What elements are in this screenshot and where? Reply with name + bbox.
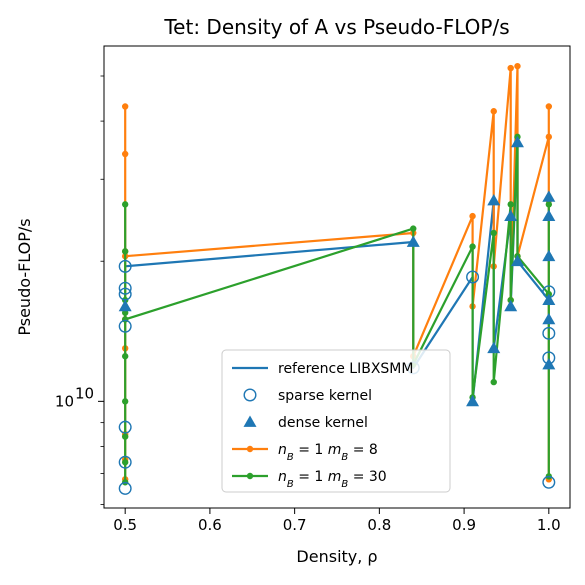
series-point-n-b-1-m-b-30 (121, 201, 129, 208)
ticks-layer: 0.5 0.6 0.7 0.8 0.9 1.0 10 10 (55, 75, 561, 534)
dense-kernel-point (487, 341, 501, 354)
legend-handle-circle (243, 388, 257, 402)
series-point-n-b-1-m-b-30 (507, 201, 514, 208)
x-tick-label: 0.8 (367, 516, 391, 534)
series-point-n-b-1-m-b-30 (121, 459, 129, 466)
chart-title: Tet: Density of A vs Pseudo-FLOP/s (163, 15, 509, 39)
x-axis-label: Density, ρ (296, 547, 377, 566)
series-point-n-b-1-m-b-8 (121, 150, 129, 158)
series-point-n-b-1-m-b-30 (121, 353, 129, 360)
x-tick-label: 0.5 (113, 516, 137, 534)
x-tick-label: 0.6 (198, 516, 222, 534)
sparse-kernel-point (118, 455, 132, 469)
legend-handle-dot (246, 472, 254, 480)
series-point-n-b-1-m-b-30 (545, 201, 553, 208)
dense-kernel-point (542, 249, 556, 262)
plot-frame (103, 45, 571, 509)
y-tick-label-exponent: 10 (75, 384, 94, 402)
series-point-n-b-1-m-b-30 (490, 229, 497, 237)
dense-kernel-point (504, 299, 518, 312)
legend-handle-triangle (243, 415, 257, 427)
y-axis-label: Pseudo-FLOP/s (15, 218, 34, 335)
legend-label: sparse kernel (278, 388, 372, 404)
series-point-n-b-1-m-b-8 (545, 133, 553, 141)
x-tick-label: 0.7 (283, 516, 307, 534)
series-point-n-b-1-m-b-30 (469, 243, 476, 250)
legend-entry: dense kernel (243, 415, 368, 431)
dense-kernel-point (510, 135, 524, 148)
legend-label: reference LIBXSMM (278, 361, 413, 377)
x-tick-label: 1.0 (537, 516, 561, 534)
dense-kernel-point (466, 394, 480, 407)
legend-label: nB = 1 mB = 30 (278, 469, 387, 490)
legend-box (221, 349, 451, 493)
sparse-kernel-point (542, 326, 556, 340)
dense-kernel-point (406, 235, 420, 247)
legend-entry: nB = 1 mB = 8 (232, 442, 378, 463)
dense-kernel-point (542, 293, 556, 305)
legend-entry: nB = 1 mB = 30 (232, 469, 387, 490)
dense-kernel-point (542, 209, 556, 221)
series-point-n-b-1-m-b-30 (121, 398, 129, 405)
sparse-kernel-point (542, 475, 556, 489)
series-point-n-b-1-m-b-8 (507, 64, 514, 72)
sparse-kernel-point (118, 481, 132, 495)
dense-kernel-point (118, 299, 132, 312)
legend-label: dense kernel (278, 415, 368, 431)
legend-label: nB = 1 mB = 8 (278, 442, 378, 463)
series-point-n-b-1-m-b-8 (514, 62, 521, 70)
sparse-kernel-point (118, 420, 132, 434)
legend-handle-dot (246, 445, 254, 453)
y-tick-label: 10 (55, 392, 74, 410)
series-point-n-b-1-m-b-30 (121, 433, 129, 440)
series-point-n-b-1-m-b-30 (410, 225, 417, 232)
x-tick-label: 0.9 (452, 516, 476, 534)
sparse-kernel-point (118, 319, 132, 333)
legend: reference LIBXSMM sparse kernel dense kern… (221, 349, 451, 493)
dense-kernel-point (542, 190, 556, 202)
dense-kernel-point (542, 312, 556, 325)
sparse-kernel-point (466, 270, 480, 284)
sparse-kernel-point (118, 259, 132, 273)
dense-kernel-point (487, 194, 501, 206)
dense-kernel-point (542, 357, 556, 370)
series-point-n-b-1-m-b-30 (490, 378, 497, 386)
legend-entry: reference LIBXSMM (232, 361, 413, 377)
series-point-n-b-1-m-b-30 (121, 248, 129, 255)
sparse-kernel-point (118, 281, 132, 295)
series-point-n-b-1-m-b-8 (469, 212, 476, 220)
legend-entry: sparse kernel (243, 388, 372, 404)
series-point-n-b-1-m-b-8 (545, 103, 553, 110)
dense-kernel-point (504, 209, 518, 221)
series-point-n-b-1-m-b-8 (121, 103, 129, 110)
series-point-n-b-1-m-b-8 (490, 108, 497, 115)
dense-kernel-point (510, 254, 524, 267)
